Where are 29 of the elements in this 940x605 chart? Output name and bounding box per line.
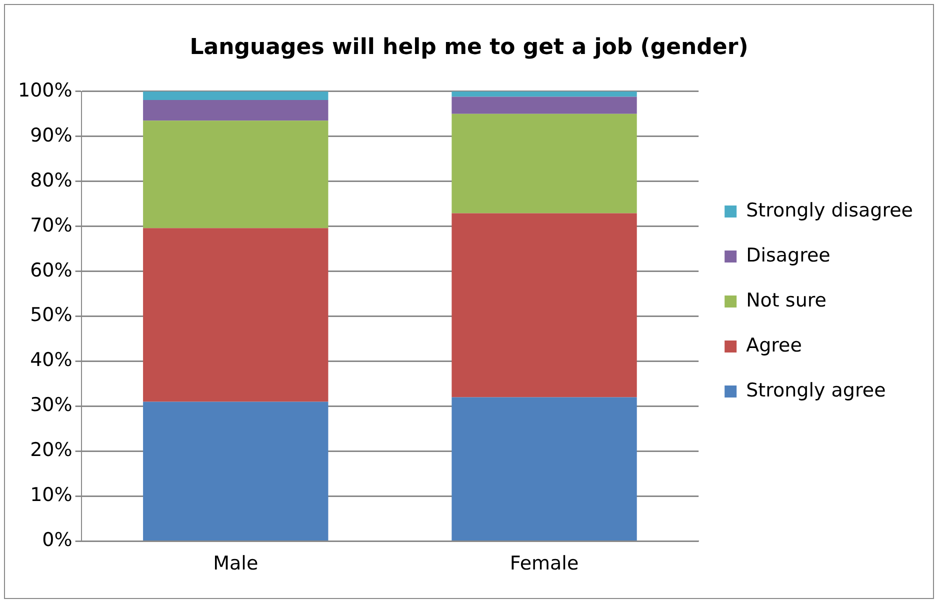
- bar: [452, 213, 637, 398]
- bar: [143, 100, 328, 121]
- bar: [143, 120, 328, 228]
- y-tick-label: 70%: [30, 214, 72, 236]
- bar: [143, 402, 328, 540]
- legend-label: Not sure: [746, 289, 826, 312]
- y-tick-label: 30%: [30, 394, 72, 416]
- x-tick-label: Male: [213, 552, 258, 575]
- legend-label: Strongly agree: [746, 379, 886, 402]
- y-tick-label: 90%: [30, 124, 72, 146]
- y-tick-label: 0%: [42, 529, 72, 552]
- bar: [452, 397, 637, 540]
- bar: [143, 91, 328, 100]
- y-tick-label: 40%: [30, 349, 72, 372]
- y-tick-label: 60%: [30, 259, 72, 282]
- y-tick-label: 100%: [18, 79, 72, 102]
- legend-label: Strongly disagree: [746, 199, 914, 222]
- y-tick-label: 10%: [30, 484, 72, 506]
- bar: [452, 91, 637, 97]
- chart-title: Languages will help me to get a job (gender): [190, 34, 748, 60]
- legend-label: Agree: [746, 334, 802, 356]
- legend-label: Disagree: [746, 244, 830, 266]
- x-tick-label: Female: [510, 552, 579, 575]
- y-tick-label: 20%: [30, 439, 72, 462]
- bar: [452, 96, 637, 114]
- y-tick-label: 50%: [30, 304, 72, 326]
- y-tick-label: 80%: [30, 169, 72, 192]
- bar: [143, 228, 328, 402]
- bar: [452, 114, 637, 214]
